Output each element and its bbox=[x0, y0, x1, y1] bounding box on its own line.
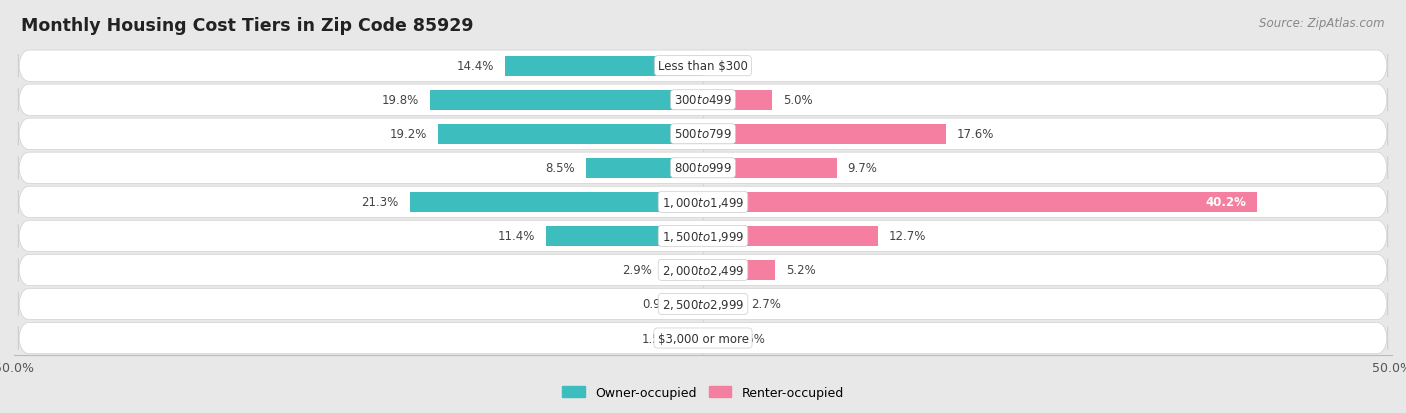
Text: 40.2%: 40.2% bbox=[1205, 196, 1246, 209]
Text: 0.0%: 0.0% bbox=[714, 60, 744, 73]
Text: 5.0%: 5.0% bbox=[783, 94, 813, 107]
FancyBboxPatch shape bbox=[18, 221, 1388, 252]
Bar bbox=[690, 294, 703, 314]
Bar bbox=[703, 226, 877, 246]
FancyBboxPatch shape bbox=[18, 323, 1388, 354]
Text: $300 to $499: $300 to $499 bbox=[673, 94, 733, 107]
Text: $2,500 to $2,999: $2,500 to $2,999 bbox=[662, 297, 744, 311]
Text: 1.5%: 1.5% bbox=[641, 332, 671, 345]
Text: 14.4%: 14.4% bbox=[456, 60, 494, 73]
Text: 19.2%: 19.2% bbox=[389, 128, 427, 141]
Text: Monthly Housing Cost Tiers in Zip Code 85929: Monthly Housing Cost Tiers in Zip Code 8… bbox=[21, 17, 474, 34]
Bar bbox=[409, 192, 703, 212]
Text: Source: ZipAtlas.com: Source: ZipAtlas.com bbox=[1260, 17, 1385, 29]
Bar bbox=[439, 125, 703, 144]
Legend: Owner-occupied, Renter-occupied: Owner-occupied, Renter-occupied bbox=[557, 381, 849, 404]
Bar bbox=[703, 294, 740, 314]
Bar bbox=[703, 261, 775, 280]
Text: 21.3%: 21.3% bbox=[361, 196, 398, 209]
Text: $800 to $999: $800 to $999 bbox=[673, 162, 733, 175]
FancyBboxPatch shape bbox=[18, 187, 1388, 218]
Bar bbox=[703, 125, 945, 144]
Text: 12.7%: 12.7% bbox=[889, 230, 927, 243]
Text: $1,500 to $1,999: $1,500 to $1,999 bbox=[662, 229, 744, 243]
Text: $2,000 to $2,499: $2,000 to $2,499 bbox=[662, 263, 744, 277]
Text: 8.5%: 8.5% bbox=[546, 162, 575, 175]
FancyBboxPatch shape bbox=[18, 255, 1388, 286]
Text: 17.6%: 17.6% bbox=[956, 128, 994, 141]
Text: $500 to $799: $500 to $799 bbox=[673, 128, 733, 141]
Bar bbox=[703, 328, 725, 348]
Bar bbox=[430, 90, 703, 110]
Bar bbox=[703, 192, 1257, 212]
Bar bbox=[682, 328, 703, 348]
Bar bbox=[664, 261, 703, 280]
Bar bbox=[703, 90, 772, 110]
Text: 2.9%: 2.9% bbox=[621, 264, 652, 277]
Bar bbox=[703, 159, 837, 178]
Text: $3,000 or more: $3,000 or more bbox=[658, 332, 748, 345]
Text: 1.6%: 1.6% bbox=[737, 332, 766, 345]
Text: 11.4%: 11.4% bbox=[498, 230, 534, 243]
Text: Less than $300: Less than $300 bbox=[658, 60, 748, 73]
Bar bbox=[546, 226, 703, 246]
Text: $1,000 to $1,499: $1,000 to $1,499 bbox=[662, 195, 744, 209]
Text: 2.7%: 2.7% bbox=[751, 298, 782, 311]
Text: 5.2%: 5.2% bbox=[786, 264, 815, 277]
FancyBboxPatch shape bbox=[18, 119, 1388, 150]
Text: 19.8%: 19.8% bbox=[382, 94, 419, 107]
FancyBboxPatch shape bbox=[18, 51, 1388, 82]
FancyBboxPatch shape bbox=[18, 289, 1388, 320]
FancyBboxPatch shape bbox=[18, 153, 1388, 184]
Bar bbox=[586, 159, 703, 178]
Text: 9.7%: 9.7% bbox=[848, 162, 877, 175]
FancyBboxPatch shape bbox=[18, 85, 1388, 116]
Text: 0.95%: 0.95% bbox=[641, 298, 679, 311]
Bar bbox=[505, 57, 703, 76]
